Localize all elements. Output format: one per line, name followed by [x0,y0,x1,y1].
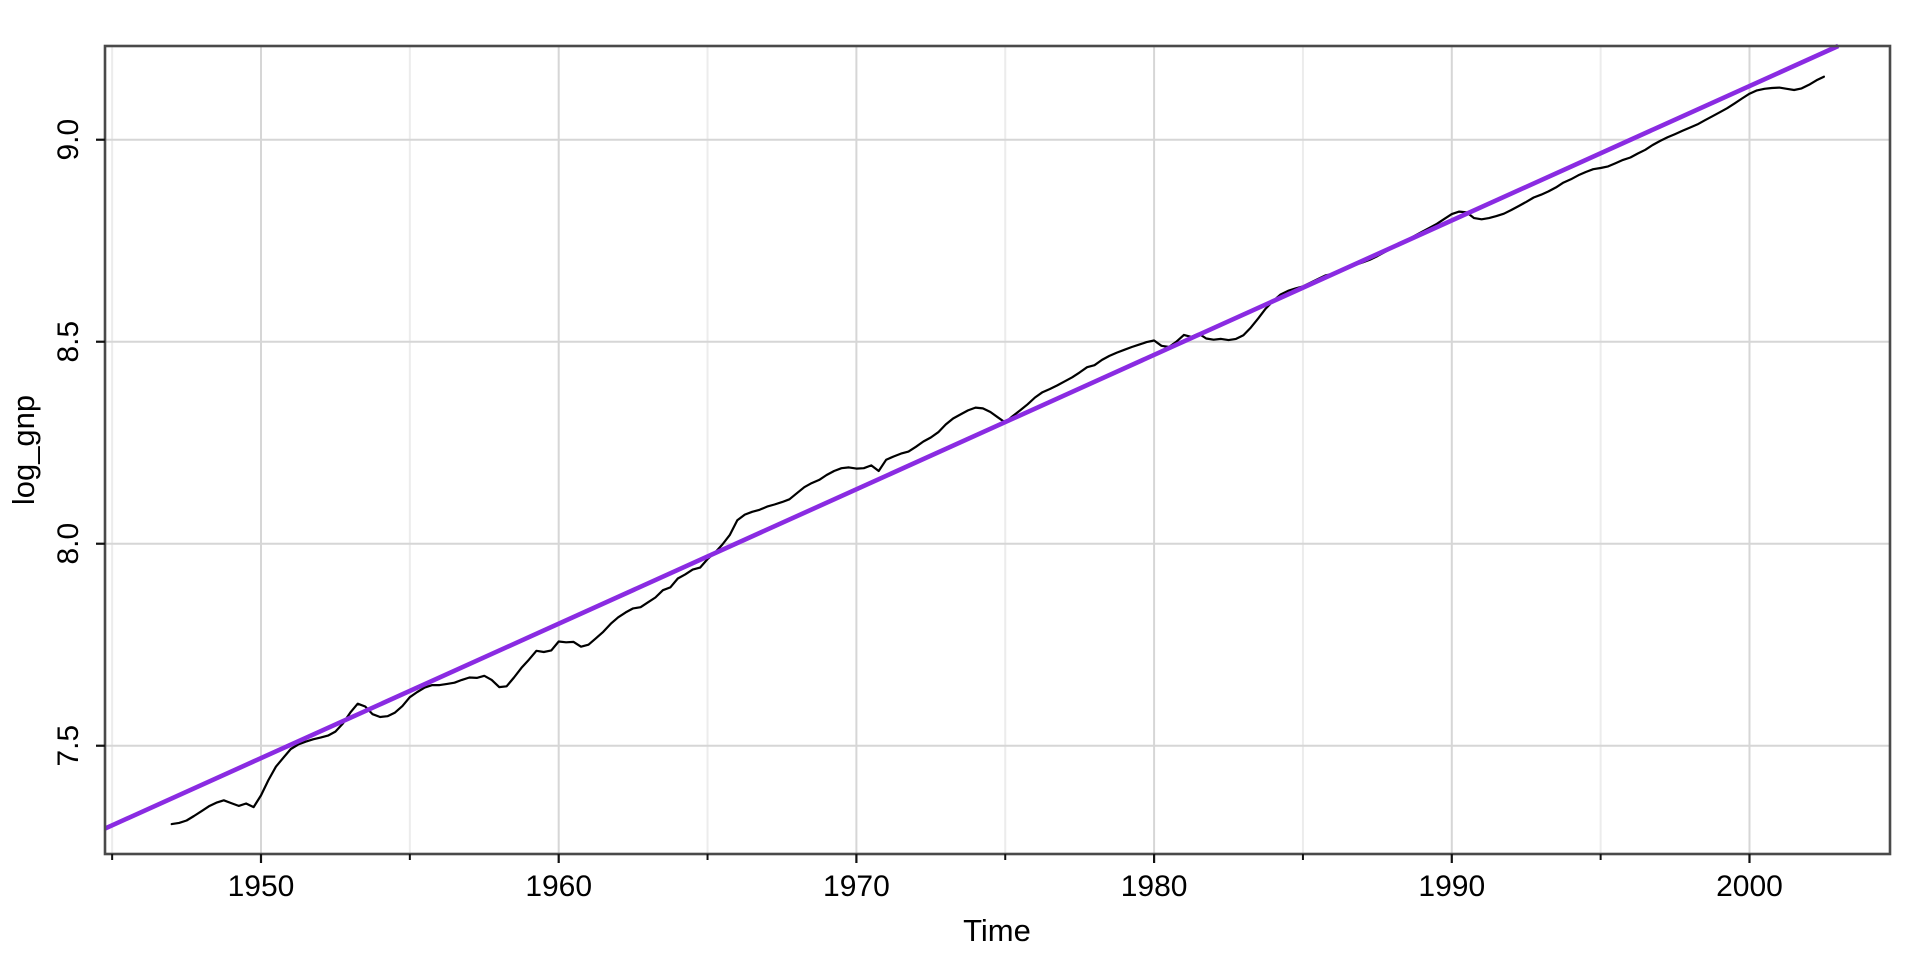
series-layer [170,75,1826,826]
trend-layer [104,43,1840,831]
x-tick-label: 2000 [1716,870,1783,903]
x-tick-label: 1960 [525,870,592,903]
x-tick-label: 1970 [823,870,890,903]
y-tick-label: 9.0 [52,119,85,161]
tick-marks [96,138,1751,863]
minor-gridlines [111,46,1602,854]
plot-border [103,44,1892,856]
y-tick-label: 8.0 [52,523,85,565]
trend-line [104,43,1840,831]
gnp-series-line [170,75,1826,826]
x-tick-label: 1950 [228,870,295,903]
major-gridlines [105,46,1890,854]
y-tick-label: 8.5 [52,321,85,363]
y-tick-label: 7.5 [52,725,85,767]
tick-labels: 1950 1960 1970 1980 1990 2000 7.5 8.0 8.5 9.0 [52,119,1783,903]
plot-border-layer [103,44,1892,856]
x-axis-title: Time [963,913,1031,948]
y-axis-title: log_gnp [6,395,41,505]
x-tick-label: 1990 [1418,870,1485,903]
x-tick-label: 1980 [1121,870,1188,903]
